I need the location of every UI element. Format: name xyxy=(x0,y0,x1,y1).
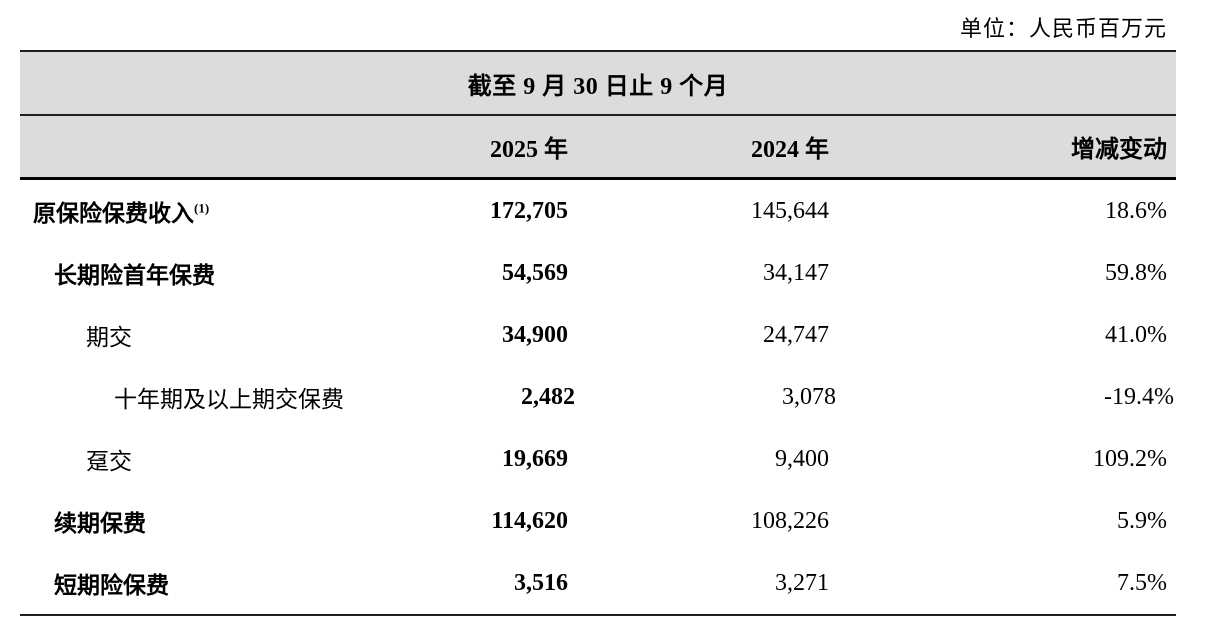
value-2025: 3,516 xyxy=(514,569,568,596)
value-2024: 3,078 xyxy=(782,383,836,410)
row-label: 十年期及以上期交保费 xyxy=(20,380,344,414)
footnote-superscript: (1) xyxy=(194,200,210,216)
table-row: 十年期及以上期交保费 2,482 3,078 -19.4% xyxy=(20,366,1176,428)
row-label-text: 趸交 xyxy=(86,449,132,474)
value-change: 5.9% xyxy=(1117,507,1167,534)
value-change: 109.2% xyxy=(1093,445,1167,472)
row-label: 期交 xyxy=(20,318,337,352)
value-2025: 114,620 xyxy=(491,507,568,534)
table-row: 趸交 19,669 9,400 109.2% xyxy=(20,428,1176,490)
value-2025: 2,482 xyxy=(521,383,575,410)
value-2024: 108,226 xyxy=(751,507,829,534)
row-label: 短期险保费 xyxy=(20,566,337,600)
value-2024: 145,644 xyxy=(751,197,829,224)
premium-income-table: 截至 9 月 30 日止 9 个月 2025 年 2024 年 增减变动 原保险… xyxy=(20,50,1176,616)
value-change: 41.0% xyxy=(1105,321,1167,348)
value-2024: 24,747 xyxy=(763,321,829,348)
value-2025: 34,900 xyxy=(502,321,568,348)
row-label: 长期险首年保费 xyxy=(20,256,337,290)
table-body: 原保险保费收入(1) 172,705 145,644 18.6% 长期险首年保费… xyxy=(20,180,1176,614)
column-header-2025: 2025 年 xyxy=(490,137,568,163)
column-header-change: 增减变动 xyxy=(1071,137,1167,163)
value-change: 59.8% xyxy=(1105,259,1167,286)
row-label-text: 续期保费 xyxy=(54,511,146,536)
row-label: 续期保费 xyxy=(20,504,337,538)
value-2024: 3,271 xyxy=(775,569,829,596)
value-2025: 19,669 xyxy=(502,445,568,472)
row-label: 原保险保费收入(1) xyxy=(20,194,337,228)
value-2024: 34,147 xyxy=(763,259,829,286)
value-2025: 54,569 xyxy=(502,259,568,286)
row-label-text: 短期险保费 xyxy=(54,573,169,598)
row-label-text: 期交 xyxy=(86,325,132,350)
value-change: 7.5% xyxy=(1117,569,1167,596)
period-header: 截至 9 月 30 日止 9 个月 xyxy=(20,52,1176,116)
value-change: 18.6% xyxy=(1105,197,1167,224)
value-2024: 9,400 xyxy=(775,445,829,472)
row-label: 趸交 xyxy=(20,442,337,476)
value-2025: 172,705 xyxy=(490,197,568,224)
row-label-text: 原保险保费收入 xyxy=(33,201,194,226)
table-row: 长期险首年保费 54,569 34,147 59.8% xyxy=(20,242,1176,304)
row-label-text: 长期险首年保费 xyxy=(54,263,215,288)
column-header-row: 2025 年 2024 年 增减变动 xyxy=(20,116,1176,180)
table-row: 期交 34,900 24,747 41.0% xyxy=(20,304,1176,366)
table-row: 短期险保费 3,516 3,271 7.5% xyxy=(20,552,1176,614)
value-change: -19.4% xyxy=(1104,383,1174,410)
column-header-2024: 2024 年 xyxy=(751,137,829,163)
table-row: 原保险保费收入(1) 172,705 145,644 18.6% xyxy=(20,180,1176,242)
table-row: 续期保费 114,620 108,226 5.9% xyxy=(20,490,1176,552)
row-label-text: 十年期及以上期交保费 xyxy=(114,387,344,412)
unit-note: 单位：人民币百万元 xyxy=(959,16,1167,41)
